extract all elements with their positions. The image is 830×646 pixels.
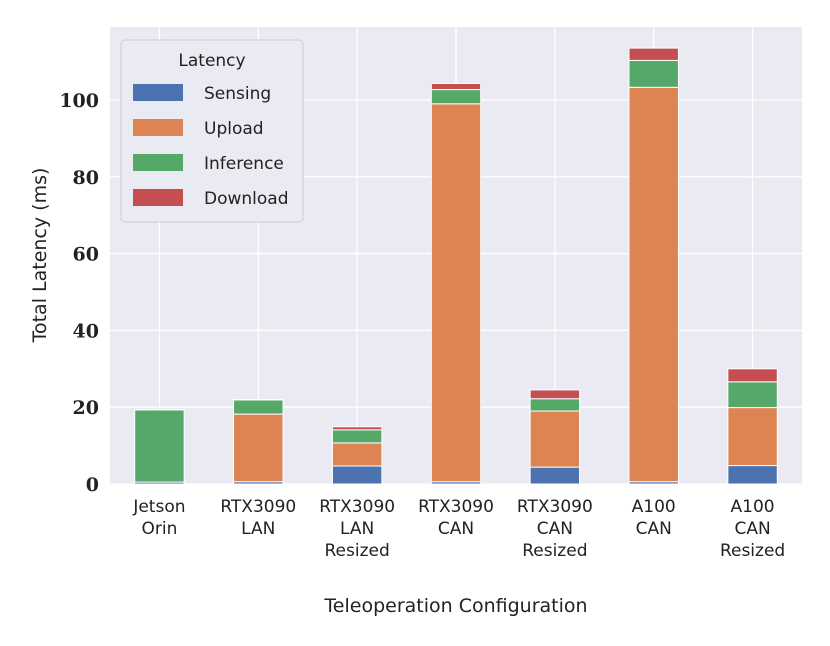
x-tick-label: Resized [720,541,785,561]
y-tick-label: 100 [59,90,99,112]
bars [134,47,778,485]
x-axis-label: Teleoperation Configuration [323,595,587,617]
legend-swatch-sensing [133,84,183,101]
bar-upload [331,442,383,467]
x-tick-label: A100 [731,497,775,517]
x-tick-label: Orin [141,519,177,539]
legend-title: Latency [178,51,245,71]
bar-download [331,426,383,431]
y-tick-label: 80 [73,167,99,189]
legend-label-inference: Inference [204,154,284,174]
bar-inference [233,399,284,415]
bar-download [628,47,679,61]
legend: Latency Sensing Upload Inference Download [120,39,304,223]
bar-download [727,368,778,383]
bar-inference [134,409,185,483]
legend-label-sensing: Sensing [204,84,271,104]
y-tick-label: 40 [73,320,99,342]
bar-upload [529,410,581,468]
legend-label-download: Download [204,189,289,209]
y-tick-label: 20 [73,397,99,419]
x-tick-labels: JetsonOrinRTX3090LANRTX3090LANResizedRTX… [132,497,785,561]
bar-upload [628,86,679,483]
x-tick-label: CAN [537,519,573,539]
bar-inference [529,398,581,412]
x-tick-label: Jetson [132,497,185,517]
bar-upload [233,413,284,483]
x-tick-label: RTX3090 [517,497,593,517]
bar-inference [430,89,482,105]
x-tick-label: RTX3090 [418,497,494,517]
x-tick-label: RTX3090 [220,497,296,517]
x-tick-label: Resized [325,541,390,561]
bar-download [529,389,581,400]
legend-swatch-inference [133,154,183,171]
bar-sensing [331,465,383,485]
legend-items: Sensing Upload Inference Download [133,84,289,209]
y-tick-label: 0 [86,474,99,496]
x-tick-label: CAN [438,519,474,539]
x-tick-label: LAN [340,519,374,539]
bar-sensing [727,465,778,485]
bar-download [430,82,482,91]
bar-inference [727,381,778,409]
x-tick-label: CAN [636,519,672,539]
x-tick-label: A100 [632,497,676,517]
bar-sensing [529,466,581,485]
y-axis-label: Total Latency (ms) [29,168,51,344]
legend-label-upload: Upload [204,119,264,139]
legend-swatch-download [133,189,183,206]
y-tick-label: 60 [73,244,99,266]
x-tick-label: CAN [734,519,770,539]
bar-upload [430,103,482,483]
x-tick-label: Resized [522,541,587,561]
bar-inference [628,59,679,88]
x-tick-label: LAN [241,519,275,539]
bar-upload [727,407,778,467]
bar-inference [331,429,383,444]
y-tick-labels: 0 20 40 60 80 100 [59,90,99,496]
x-tick-label: RTX3090 [319,497,395,517]
legend-swatch-upload [133,119,183,136]
